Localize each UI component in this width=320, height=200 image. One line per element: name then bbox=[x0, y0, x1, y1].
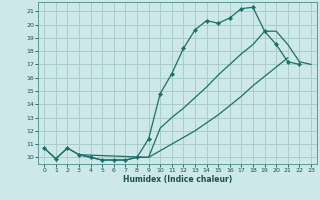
X-axis label: Humidex (Indice chaleur): Humidex (Indice chaleur) bbox=[123, 175, 232, 184]
